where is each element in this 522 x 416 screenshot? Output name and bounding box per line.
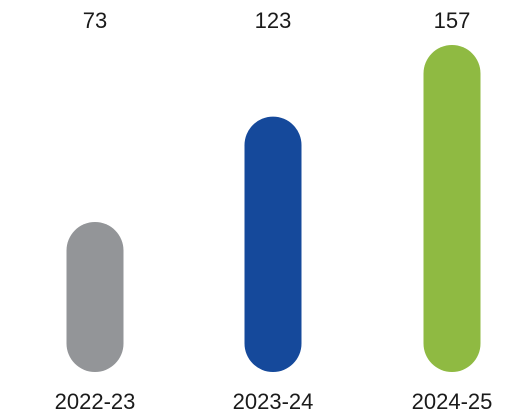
bar-2023-24 bbox=[244, 116, 302, 373]
category-labels-group: 2022-23 2023-24 2024-25 bbox=[55, 389, 493, 414]
value-label-2022-23: 73 bbox=[83, 8, 107, 33]
value-labels-group: 73 123 157 bbox=[83, 8, 471, 33]
value-label-2023-24: 123 bbox=[255, 8, 292, 33]
bars-group bbox=[66, 45, 481, 373]
category-label-2022-23: 2022-23 bbox=[55, 389, 136, 414]
category-label-2024-25: 2024-25 bbox=[412, 389, 493, 414]
bar-2022-23 bbox=[66, 222, 124, 372]
value-label-2024-25: 157 bbox=[434, 8, 471, 33]
category-label-2023-24: 2023-24 bbox=[233, 389, 314, 414]
bar-2024-25 bbox=[423, 45, 481, 372]
